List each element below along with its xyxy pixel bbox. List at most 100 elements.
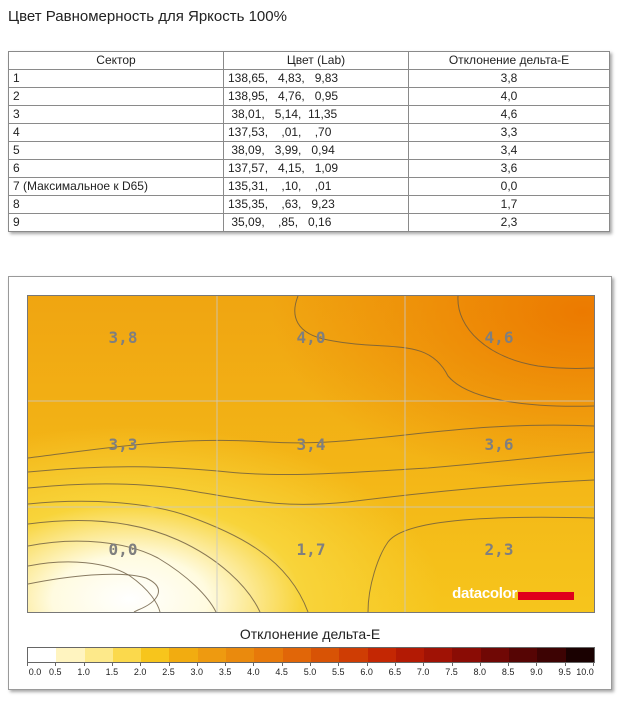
- scale-swatch: [169, 648, 198, 662]
- table-row: 3 38,01, 5,14, 11,35 4,6: [8, 105, 610, 124]
- scale-swatch: [424, 648, 453, 662]
- heatmap-cell-1: 3,8: [109, 328, 138, 347]
- scale-swatch: [141, 648, 170, 662]
- delta-e-cell: 0,0: [408, 177, 610, 196]
- heatmap-panel: 3,8 4,0 4,6 3,3 3,4 3,6 0,0 1,7 2,3 data…: [8, 276, 612, 690]
- scale-tick-label: 9.5: [558, 667, 571, 677]
- heatmap-cell-8: 1,7: [297, 540, 326, 559]
- scale-tick-mark: [423, 663, 425, 666]
- scale-tick-label: 1.0: [77, 667, 90, 677]
- scale-tick-mark: [593, 663, 594, 666]
- scale-swatch: [254, 648, 283, 662]
- scale-swatch: [509, 648, 538, 662]
- scale-tick-mark: [253, 663, 255, 666]
- scale-tick-label: 1.5: [105, 667, 119, 677]
- scale-tick-label: 4.0: [247, 667, 260, 677]
- delta-e-scale-ticks: 0.0 0.5 1.0 1.5 2.0 2.5 3.0 3.5 4.0 4.5 5.0 5.5 6.0 6…: [27, 663, 594, 683]
- delta-e-color-scale: [27, 647, 595, 663]
- column-header-sector: Сектор: [8, 51, 224, 70]
- scale-tick-mark: [394, 663, 396, 666]
- contour-lines: [28, 296, 594, 612]
- sector-cell: 8: [8, 195, 224, 214]
- heatmap-cell-4: 3,3: [109, 435, 138, 454]
- datacolor-logo-text: datacolor: [452, 585, 517, 602]
- table-row: 4 137,53, ,01, ,70 3,3: [8, 123, 610, 142]
- heatmap-cell-labels: 3,8 4,0 4,6 3,3 3,4 3,6 0,0 1,7 2,3: [109, 328, 514, 559]
- scale-tick-label: 5.0: [303, 667, 317, 677]
- scale-swatch: [395, 648, 425, 662]
- scale-swatch: [28, 648, 57, 662]
- lab-cell: 138,95, 4,76, 0,95: [223, 87, 409, 106]
- heatmap-grid: [28, 296, 594, 612]
- scale-swatch: [339, 648, 368, 662]
- scale-swatch: [226, 648, 255, 662]
- scale-swatch: [537, 648, 566, 662]
- scale-tick-mark: [564, 663, 566, 666]
- lab-cell: 35,09, ,85, 0,16: [223, 213, 409, 232]
- scale-tick-label: 0.5: [49, 667, 62, 677]
- scale-tick-mark: [479, 663, 481, 666]
- delta-e-cell: 3,3: [408, 123, 610, 142]
- delta-e-cell: 2,3: [408, 213, 610, 232]
- scale-tick-label: 10.0: [576, 667, 594, 677]
- scale-swatch: [480, 648, 510, 662]
- heatmap-cell-7: 0,0: [109, 540, 138, 559]
- delta-e-cell: 3,4: [408, 141, 610, 160]
- sector-cell: 7 (Максимальное к D65): [8, 177, 224, 196]
- column-header-lab: Цвет (Lab): [223, 51, 409, 70]
- delta-e-cell: 3,6: [408, 159, 610, 178]
- scale-tick-mark: [111, 663, 113, 666]
- lab-cell: 38,01, 5,14, 11,35: [223, 105, 409, 124]
- scale-tick-mark: [536, 663, 538, 666]
- delta-e-cell: 4,0: [408, 87, 610, 106]
- sector-cell: 9: [8, 213, 224, 232]
- scale-tick-label: 4.5: [275, 667, 288, 677]
- table-row: 7 (Максимальное к D65) 135,31, ,10, ,01 0,…: [8, 177, 610, 196]
- lab-cell: 135,31, ,10, ,01: [223, 177, 409, 196]
- table-header-row: Сектор Цвет (Lab) Отклонение дельта-E: [8, 51, 610, 70]
- scale-tick-label: 8.5: [501, 667, 515, 677]
- heatmap-cell-9: 2,3: [485, 540, 514, 559]
- scale-swatch: [367, 648, 396, 662]
- scale-tick-label: 0.0: [28, 667, 42, 677]
- scale-tick-label: 6.0: [360, 667, 373, 677]
- heatmap-cell-6: 3,6: [485, 435, 514, 454]
- uniformity-heatmap: 3,8 4,0 4,6 3,3 3,4 3,6 0,0 1,7 2,3 data…: [27, 295, 595, 613]
- heatmap-cool-zone: [28, 296, 594, 612]
- heatmap-cell-2: 4,0: [297, 328, 326, 347]
- scale-swatch: [56, 648, 85, 662]
- delta-e-cell: 1,7: [408, 195, 610, 214]
- sector-cell: 1: [8, 69, 224, 88]
- heatmap-svg: 3,8 4,0 4,6 3,3 3,4 3,6 0,0 1,7 2,3: [28, 296, 594, 612]
- scale-swatch: [282, 648, 311, 662]
- scale-swatch: [197, 648, 227, 662]
- scale-swatch: [84, 648, 113, 662]
- heatmap-cell-3: 4,6: [485, 328, 514, 347]
- datacolor-logo-bar: [518, 591, 574, 600]
- delta-e-cell: 3,8: [408, 69, 610, 88]
- table-row: 5 38,09, 3,99, 0,94 3,4: [8, 141, 610, 160]
- lab-cell: 135,35, ,63, 9,23: [223, 195, 409, 214]
- scale-swatch: [112, 648, 142, 662]
- scale-tick-mark: [27, 663, 28, 666]
- scale-tick-label: 2.5: [162, 667, 175, 677]
- sector-cell: 4: [8, 123, 224, 142]
- scale-tick-mark: [508, 663, 510, 666]
- scale-tick-label: 3.0: [190, 667, 204, 677]
- delta-e-cell: 4,6: [408, 105, 610, 124]
- heatmap-cell-5: 3,4: [297, 435, 326, 454]
- datacolor-logo: datacolor: [452, 585, 574, 602]
- scale-tick-mark: [140, 663, 142, 666]
- scale-tick-label: 7.0: [416, 667, 430, 677]
- scale-tick-mark: [83, 663, 85, 666]
- scale-swatch: [452, 648, 481, 662]
- scale-tick-label: 2.0: [133, 667, 147, 677]
- table-row: 6 137,57, 4,15, 1,09 3,6: [8, 159, 610, 178]
- sector-cell: 6: [8, 159, 224, 178]
- scale-tick-label: 9.0: [530, 667, 543, 677]
- scale-tick-label: 7.5: [445, 667, 458, 677]
- lab-cell: 137,57, 4,15, 1,09: [223, 159, 409, 178]
- scale-tick-mark: [338, 663, 340, 666]
- lab-cell: 138,65, 4,83, 9,83: [223, 69, 409, 88]
